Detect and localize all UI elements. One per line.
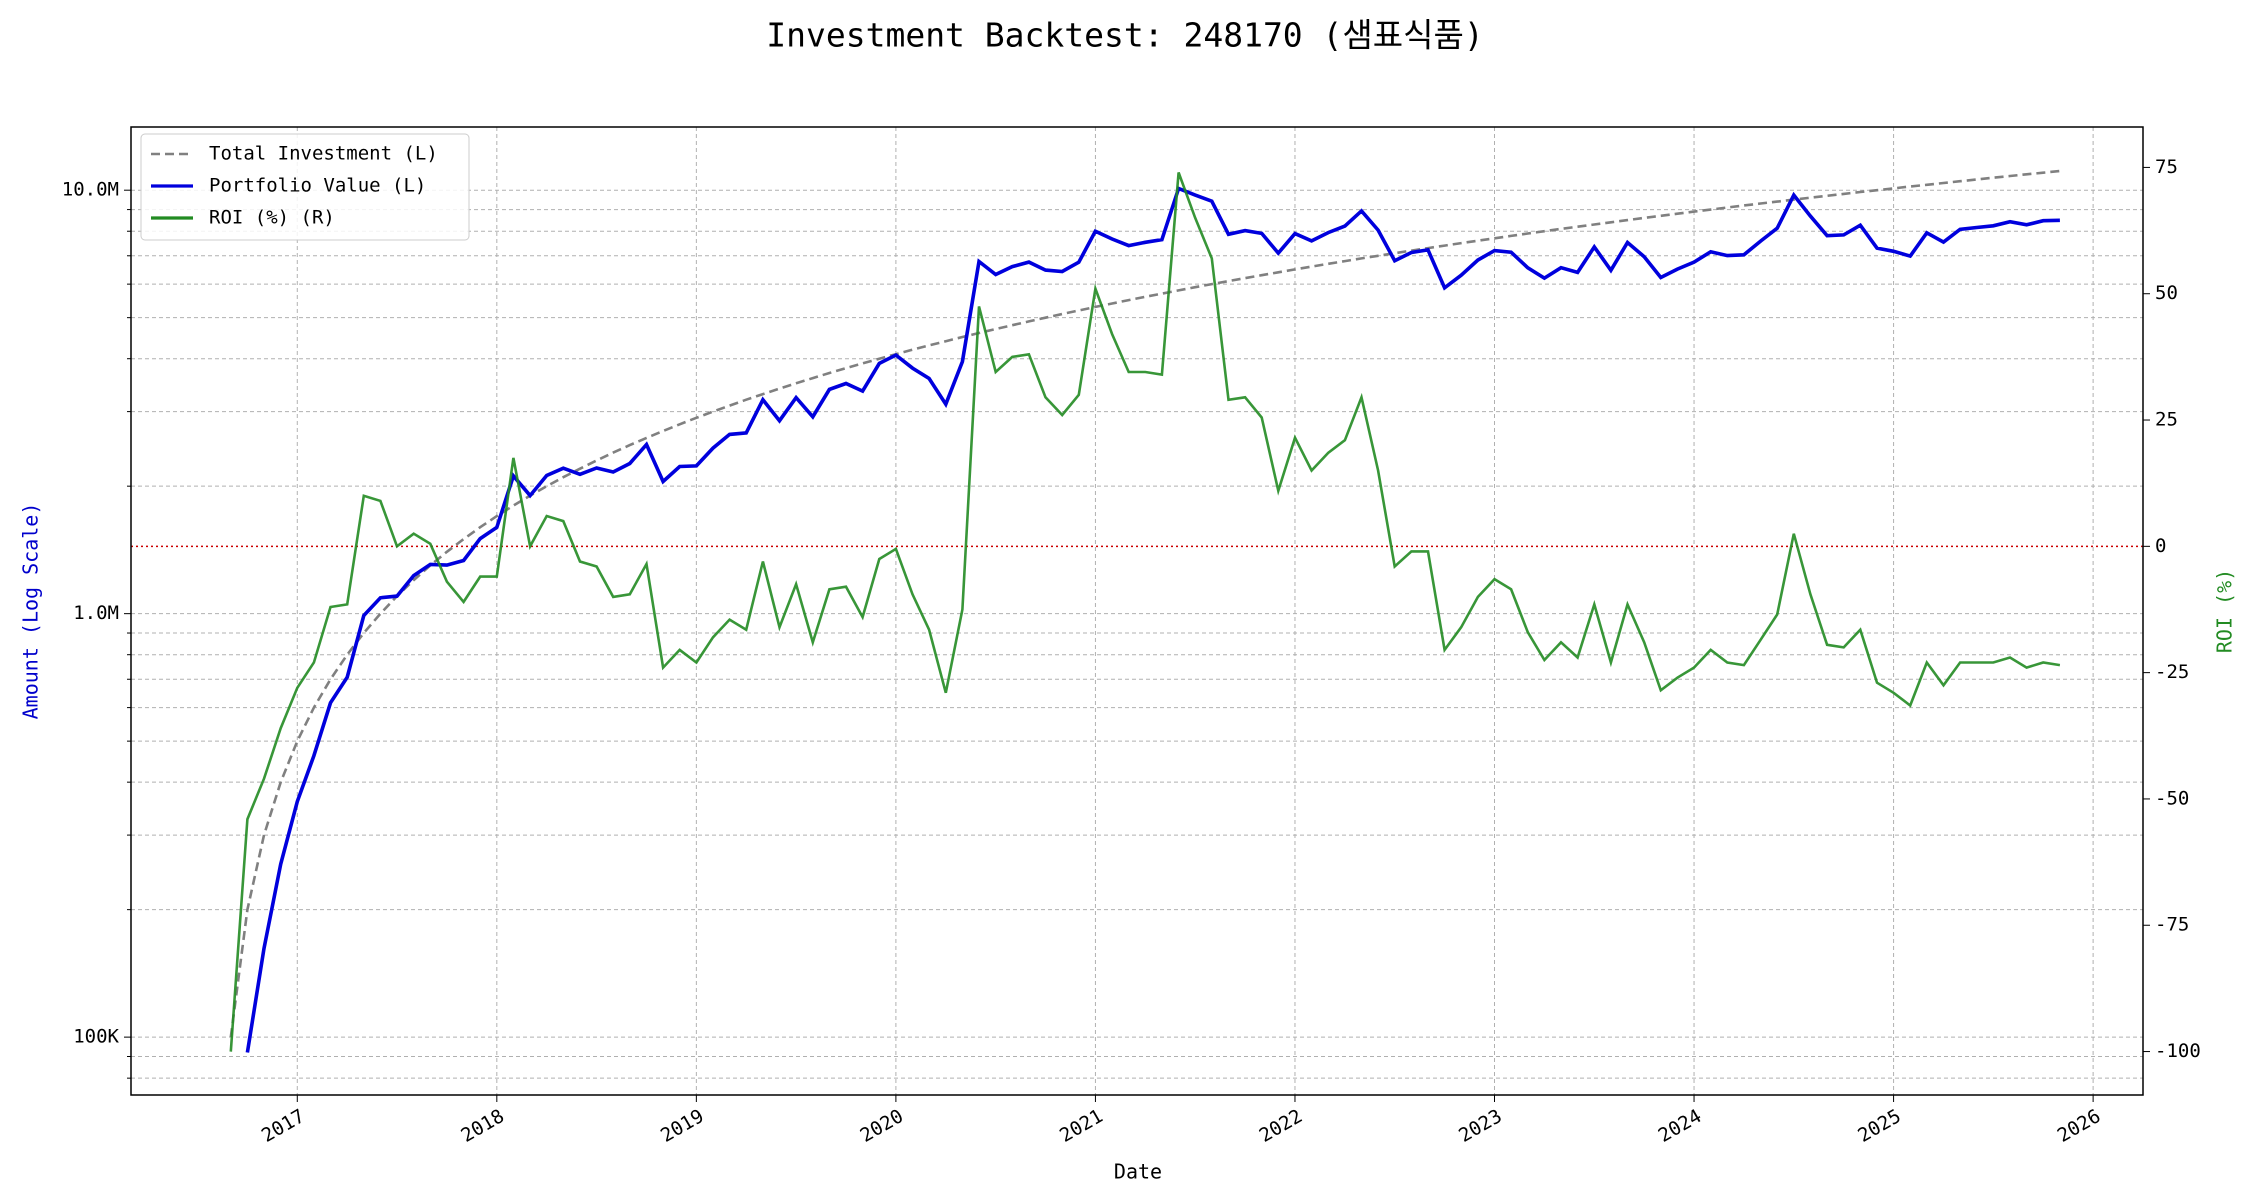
chart-title: Investment Backtest: 248170 (샘표식품): [766, 16, 1483, 55]
y2-tick-label: 75: [2155, 156, 2178, 178]
y-tick-label: 1.0M: [73, 602, 119, 624]
y2-tick-label: -25: [2155, 661, 2189, 683]
y2-tick-label: -75: [2155, 914, 2189, 936]
y2-tick-label: 25: [2155, 409, 2178, 431]
plot-frame: [130, 126, 2144, 1096]
legend-label: ROI (%) (R): [209, 207, 335, 229]
series-line: [229, 172, 2061, 1052]
series-line: [245, 186, 2060, 1053]
y2-tick-label: 0: [2155, 535, 2166, 557]
legend-label: Total Investment (L): [209, 143, 438, 165]
legend-box: [140, 133, 470, 241]
y-tick-label: 100K: [73, 1026, 119, 1048]
y2-tick-label: -50: [2155, 787, 2189, 809]
y2-axis-label: ROI (%): [2213, 569, 2237, 653]
y2-tick-label: 50: [2155, 282, 2178, 304]
y2-tick-label: -100: [2155, 1040, 2201, 1062]
y-tick-label: 10.0M: [62, 179, 119, 201]
legend-label: Portfolio Value (L): [209, 175, 426, 197]
x-axis-label: Date: [1114, 1160, 1162, 1184]
y-axis-label: Amount (Log Scale): [19, 503, 43, 720]
